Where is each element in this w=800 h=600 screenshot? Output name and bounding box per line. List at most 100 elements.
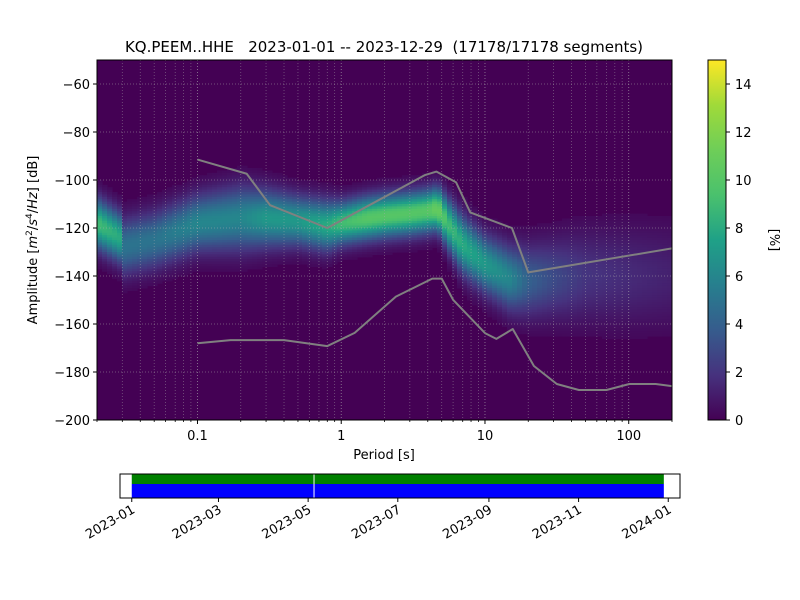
heatmap-cell xyxy=(197,256,203,260)
heatmap-cell xyxy=(412,189,418,193)
heatmap-cell xyxy=(167,247,173,251)
heatmap-cell xyxy=(502,319,508,323)
heatmap-cell xyxy=(502,254,508,258)
heatmap-cell xyxy=(237,211,243,215)
heatmap-cell xyxy=(337,184,343,188)
heatmap-cell xyxy=(97,235,103,239)
heatmap-cell xyxy=(362,211,368,215)
heatmap-cell xyxy=(187,247,193,251)
heatmap-cell xyxy=(452,230,458,234)
heatmap-cell xyxy=(112,201,118,205)
heatmap-cell xyxy=(652,324,658,327)
heatmap-cell xyxy=(552,228,558,231)
heatmap-cell xyxy=(112,223,118,227)
heatmap-cell xyxy=(402,225,408,229)
heatmap-cell xyxy=(392,208,398,212)
heatmap-cell xyxy=(542,259,548,263)
heatmap-cell xyxy=(547,319,553,323)
heatmap-cell xyxy=(242,264,248,267)
heatmap-cell xyxy=(132,208,138,212)
chart-title: KQ.PEEM..HHE 2023-01-01 -- 2023-12-29 (1… xyxy=(125,38,643,56)
heatmap-cell xyxy=(602,266,608,270)
heatmap-cell xyxy=(372,252,378,255)
heatmap-cell xyxy=(392,218,398,222)
heatmap-cell xyxy=(272,177,278,181)
heatmap-cell xyxy=(447,194,453,198)
heatmap-cell xyxy=(252,211,258,215)
heatmap-cell xyxy=(602,225,608,229)
heatmap-cell xyxy=(607,295,613,299)
heatmap-cell xyxy=(152,242,158,246)
heatmap-cell xyxy=(527,324,533,327)
heatmap-cell xyxy=(172,256,178,260)
heatmap-cell xyxy=(657,220,663,224)
heatmap-cell xyxy=(427,237,433,241)
heatmap-cell xyxy=(507,290,513,294)
heatmap-cell xyxy=(617,266,623,270)
heatmap-cell xyxy=(97,218,103,222)
heatmap-cell xyxy=(212,254,218,258)
heatmap-cell xyxy=(507,321,513,325)
heatmap-cell xyxy=(637,240,643,243)
heatmap-cell xyxy=(172,206,178,210)
heatmap-cell xyxy=(412,211,418,215)
heatmap-cell xyxy=(502,285,508,289)
heatmap-cell xyxy=(492,295,498,299)
heatmap-cell xyxy=(337,237,343,241)
heatmap-cell xyxy=(467,271,473,275)
heatmap-cell xyxy=(297,213,303,217)
heatmap-cell xyxy=(642,297,648,301)
heatmap-cell xyxy=(382,201,388,205)
heatmap-cell xyxy=(627,271,633,275)
heatmap-cell xyxy=(562,268,568,272)
heatmap-cell xyxy=(332,261,338,265)
heatmap-cell xyxy=(632,273,638,277)
heatmap-cell xyxy=(642,235,648,239)
heatmap-cell xyxy=(277,254,283,258)
heatmap-cell xyxy=(212,237,218,241)
heatmap-cell xyxy=(397,216,403,219)
heatmap-cell xyxy=(182,273,188,277)
heatmap-cell xyxy=(432,201,438,205)
heatmap-cell xyxy=(517,230,523,234)
heatmap-cell xyxy=(487,220,493,224)
heatmap-cell xyxy=(602,333,608,337)
heatmap-cell xyxy=(427,194,433,198)
heatmap-cell xyxy=(222,228,228,231)
heatmap-cell xyxy=(387,242,393,246)
heatmap-cell xyxy=(402,230,408,234)
heatmap-cell xyxy=(652,300,658,303)
heatmap-cell xyxy=(297,206,303,210)
heatmap-cell xyxy=(442,177,448,181)
heatmap-cell xyxy=(482,225,488,229)
heatmap-cell xyxy=(612,324,618,327)
heatmap-cell xyxy=(667,240,672,243)
heatmap-cell xyxy=(547,290,553,294)
heatmap-cell xyxy=(312,225,318,229)
heatmap-cell xyxy=(322,216,328,219)
heatmap-cell xyxy=(477,297,483,301)
heatmap-cell xyxy=(362,218,368,222)
heatmap-cell xyxy=(527,285,533,289)
heatmap-cell xyxy=(497,237,503,241)
heatmap-cell xyxy=(647,331,653,335)
heatmap-cell xyxy=(627,316,633,320)
heatmap-cell xyxy=(102,216,108,219)
heatmap-cell xyxy=(497,244,503,248)
heatmap-cell xyxy=(647,328,653,332)
heatmap-cell xyxy=(232,216,238,219)
heatmap-cell xyxy=(582,302,588,306)
heatmap-cell xyxy=(502,276,508,279)
heatmap-cell xyxy=(567,273,573,277)
heatmap-cell xyxy=(242,247,248,251)
heatmap-cell xyxy=(272,264,278,267)
heatmap-cell xyxy=(282,223,288,227)
heatmap-cell xyxy=(97,228,103,231)
heatmap-cell xyxy=(557,285,563,289)
heatmap-cell xyxy=(387,180,393,183)
heatmap-cell xyxy=(212,175,218,179)
heatmap-cell xyxy=(157,237,163,241)
heatmap-cell xyxy=(347,242,353,246)
heatmap-cell xyxy=(532,228,538,231)
